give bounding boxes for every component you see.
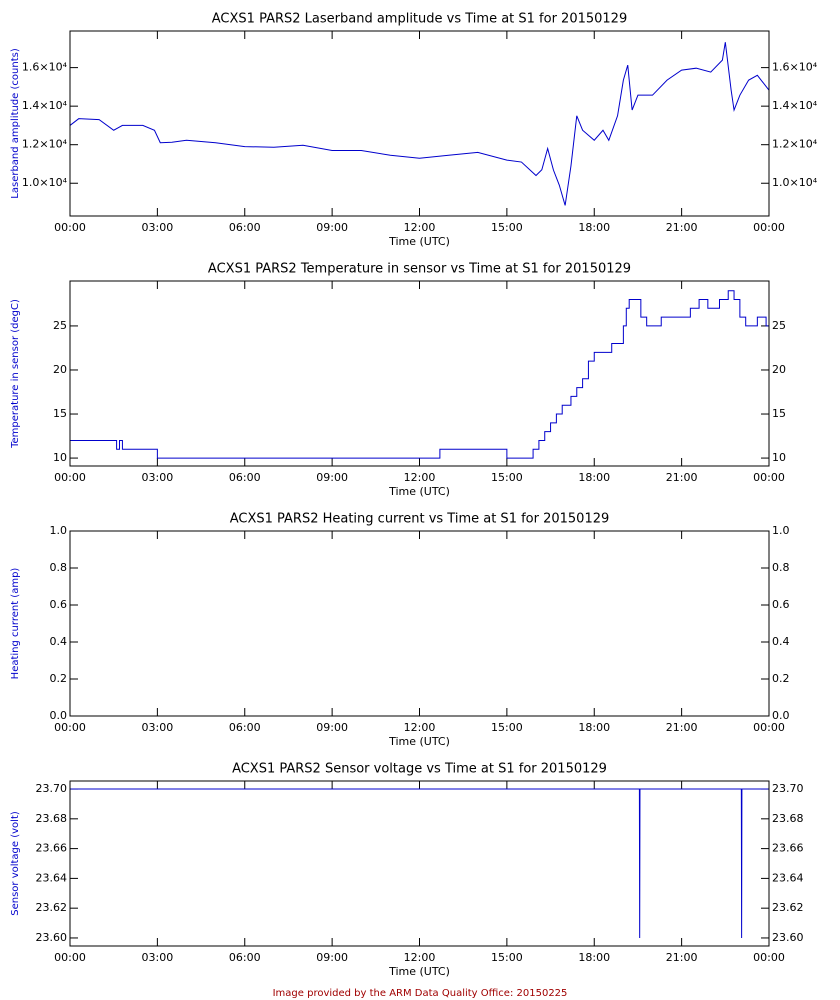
y-tick-label: 1.6×10⁴ (22, 61, 68, 74)
x-tick-label: 09:00 (316, 221, 348, 234)
x-tick-label: 15:00 (491, 471, 523, 484)
chart-title: ACXS1 PARS2 Heating current vs Time at S… (230, 512, 610, 527)
x-tick-label: 12:00 (404, 951, 436, 964)
y2-tick-label: 15 (772, 407, 786, 420)
y-tick-label: 1.4×10⁴ (22, 99, 68, 112)
footer: Image provided by the ARM Data Quality O… (273, 988, 568, 999)
x-tick-label: 15:00 (491, 221, 523, 234)
y-tick-label: 23.68 (36, 812, 68, 825)
x-tick-label: 00:00 (753, 471, 785, 484)
x-tick-label: 09:00 (316, 951, 348, 964)
x-tick-label: 21:00 (666, 951, 698, 964)
y2-tick-label: 0.0 (772, 709, 790, 722)
y2-tick-label: 1.6×10⁴ (772, 61, 818, 74)
y2-tick-label: 1.0 (772, 524, 790, 537)
y-tick-label: 0.4 (50, 635, 68, 648)
y2-tick-label: 0.2 (772, 672, 790, 685)
y2-tick-label: 23.62 (772, 901, 804, 914)
x-tick-label: 03:00 (142, 221, 174, 234)
y-tick-label: 0.0 (50, 709, 68, 722)
y2-tick-label: 0.8 (772, 561, 790, 574)
chart-title: ACXS1 PARS2 Laserband amplitude vs Time … (212, 12, 627, 27)
x-tick-label: 00:00 (753, 221, 785, 234)
x-tick-label: 00:00 (753, 721, 785, 734)
plot-frame (69, 280, 770, 467)
y2-tick-label: 25 (772, 319, 786, 332)
x-tick-label: 21:00 (666, 471, 698, 484)
x-tick-label: 06:00 (229, 221, 261, 234)
x-tick-label: 12:00 (404, 221, 436, 234)
y2-tick-label: 0.4 (772, 635, 790, 648)
chart-title: ACXS1 PARS2 Temperature in sensor vs Tim… (208, 262, 631, 277)
x-tick-label: 15:00 (491, 721, 523, 734)
y-axis-label: Heating current (amp) (10, 568, 21, 680)
y-axis-label: Sensor voltage (volt) (10, 811, 21, 916)
x-tick-label: 18:00 (578, 721, 610, 734)
x-tick-label: 09:00 (316, 471, 348, 484)
x-tick-label: 06:00 (229, 951, 261, 964)
y-tick-label: 23.66 (36, 842, 68, 855)
y2-tick-label: 1.0×10⁴ (772, 176, 818, 189)
x-tick-label: 21:00 (666, 721, 698, 734)
y-tick-label: 0.2 (50, 672, 68, 685)
data-line (69, 42, 770, 206)
x-tick-label: 00:00 (54, 721, 86, 734)
x-tick-label: 06:00 (229, 471, 261, 484)
plot-frame (69, 530, 770, 717)
y-tick-label: 1.0×10⁴ (22, 176, 68, 189)
y-tick-label: 23.62 (36, 901, 68, 914)
y-axis-label: Temperature in sensor (degC) (10, 299, 21, 449)
x-tick-label: 12:00 (404, 721, 436, 734)
x-tick-label: 00:00 (54, 221, 86, 234)
y2-tick-label: 10 (772, 451, 786, 464)
data-line (70, 788, 769, 938)
y2-tick-label: 23.68 (772, 812, 804, 825)
y2-tick-label: 20 (772, 363, 786, 376)
y-tick-label: 23.60 (36, 931, 68, 944)
x-tick-label: 21:00 (666, 221, 698, 234)
x-tick-label: 00:00 (753, 951, 785, 964)
y2-tick-label: 23.66 (772, 842, 804, 855)
y-axis-label: Laserband amplitude (counts) (10, 48, 21, 199)
y-tick-label: 0.8 (50, 561, 68, 574)
y-tick-label: 10 (53, 451, 67, 464)
x-axis-label: Time (UTC) (388, 965, 450, 978)
y-tick-label: 25 (53, 319, 67, 332)
y2-tick-label: 1.2×10⁴ (772, 138, 818, 151)
y-tick-label: 23.64 (36, 871, 68, 884)
x-tick-label: 18:00 (578, 471, 610, 484)
x-axis-label: Time (UTC) (388, 235, 450, 248)
x-tick-label: 06:00 (229, 721, 261, 734)
y-tick-label: 23.70 (36, 782, 68, 795)
y2-tick-label: 1.4×10⁴ (772, 99, 818, 112)
chart-title: ACXS1 PARS2 Sensor voltage vs Time at S1… (232, 762, 607, 777)
x-tick-label: 03:00 (142, 951, 174, 964)
data-line (70, 290, 769, 459)
y2-tick-label: 23.60 (772, 931, 804, 944)
y2-tick-label: 0.6 (772, 598, 790, 611)
y-tick-label: 1.0 (50, 524, 68, 537)
x-tick-label: 18:00 (578, 951, 610, 964)
plot-frame (69, 780, 770, 947)
x-tick-label: 00:00 (54, 471, 86, 484)
y-tick-label: 20 (53, 363, 67, 376)
x-tick-label: 15:00 (491, 951, 523, 964)
x-tick-label: 12:00 (404, 471, 436, 484)
x-axis-label: Time (UTC) (388, 485, 450, 498)
x-tick-label: 00:00 (54, 951, 86, 964)
x-tick-label: 03:00 (142, 471, 174, 484)
x-axis-label: Time (UTC) (388, 735, 450, 748)
y-tick-label: 1.2×10⁴ (22, 138, 68, 151)
x-tick-label: 09:00 (316, 721, 348, 734)
x-tick-label: 18:00 (578, 221, 610, 234)
y-tick-label: 0.6 (50, 598, 68, 611)
y-tick-label: 15 (53, 407, 67, 420)
plot-frame (69, 30, 770, 217)
y2-tick-label: 23.64 (772, 871, 804, 884)
x-tick-label: 03:00 (142, 721, 174, 734)
y2-tick-label: 23.70 (772, 782, 804, 795)
